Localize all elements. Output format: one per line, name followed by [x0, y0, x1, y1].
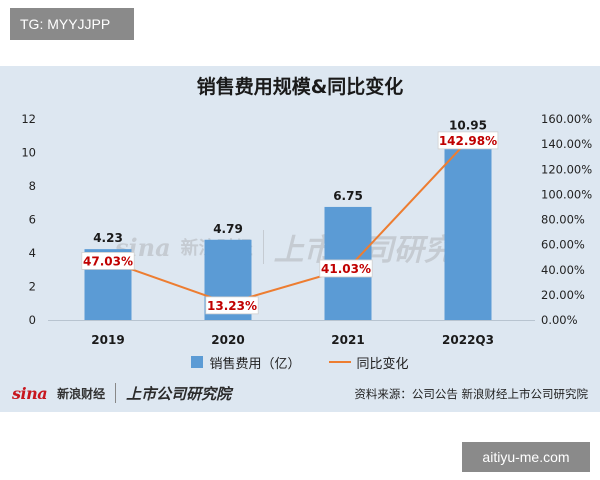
line-label-box [437, 131, 499, 150]
source-note: 资料来源：公司公告 新浪财经上市公司研究院 [354, 387, 588, 401]
right-tick-label: 20.00% [541, 288, 585, 302]
bar-value-label: 4.79 [213, 222, 243, 236]
x-tick-label: 2020 [211, 333, 244, 347]
bar-value-label: 6.75 [333, 189, 363, 203]
legend: 销售费用（亿） 同比变化 [0, 352, 600, 372]
x-tick-label: 2022Q3 [442, 333, 494, 347]
line-label-box [81, 252, 135, 270]
right-tick-label: 60.00% [541, 238, 585, 252]
right-tick-label: 160.00% [541, 112, 592, 126]
legend-line-label: 同比变化 [356, 356, 409, 372]
right-tick-label: 140.00% [541, 137, 592, 151]
tag-badge: TG: MYYJJPP [10, 8, 134, 40]
sina-logo: sina [12, 383, 48, 403]
right-tick-label: 0.00% [541, 313, 578, 327]
x-axis: 2019 2020 2021 2022Q3 [48, 320, 535, 347]
bar-series: 4.23 4.79 6.75 10.95 [84, 119, 492, 320]
right-axis: 0.00% 20.00% 40.00% 60.00% 80.00% 100.00% 120.… [541, 112, 592, 327]
legend-bar-label: 销售费用（亿） [209, 356, 301, 372]
left-axis: 0 2 4 6 8 10 12 [21, 112, 36, 327]
right-tick-label: 120.00% [541, 162, 592, 176]
line-label-box [205, 296, 259, 315]
legend-bar-swatch [191, 356, 204, 368]
line-value-label: 47.03% [83, 254, 133, 268]
left-tick-label: 0 [29, 313, 36, 327]
chart-panel [0, 66, 600, 412]
brand-divider [115, 383, 117, 403]
legend-item-line: 同比变化 [328, 353, 409, 372]
line-value-label: 13.23% [207, 299, 257, 313]
x-tick-label: 2021 [331, 333, 364, 347]
right-tick-label: 80.00% [541, 213, 585, 227]
right-tick-label: 100.00% [541, 187, 592, 201]
yoy-line [107, 139, 469, 305]
bar-value-label: 4.23 [93, 231, 123, 245]
footer-brand: sina 新浪财经 上市公司研究院 [12, 380, 231, 406]
caijing-logo-text: 新浪财经 [57, 386, 106, 401]
line-label-box [319, 259, 373, 278]
site-badge: aitiyu-me.com [462, 442, 590, 472]
chart-title: 销售费用规模&同比变化 [196, 76, 404, 98]
left-tick-label: 10 [21, 146, 36, 160]
left-tick-label: 6 [29, 213, 36, 227]
left-tick-label: 8 [29, 179, 36, 193]
bar-value-label: 10.95 [449, 119, 487, 133]
left-tick-label: 2 [29, 280, 36, 294]
right-tick-label: 40.00% [541, 263, 585, 277]
bar [444, 136, 492, 320]
line-series: 47.03% 13.23% 41.03% 142.98% [81, 131, 499, 315]
left-tick-label: 4 [29, 246, 36, 260]
legend-item-bar: 销售费用（亿） [191, 353, 301, 372]
line-value-label: 142.98% [439, 134, 497, 148]
ssgs-logo-text: 上市公司研究院 [126, 384, 232, 403]
line-value-label: 41.03% [321, 262, 371, 276]
left-tick-label: 12 [21, 112, 36, 126]
x-tick-label: 2019 [91, 333, 124, 347]
legend-line-swatch [328, 361, 351, 363]
